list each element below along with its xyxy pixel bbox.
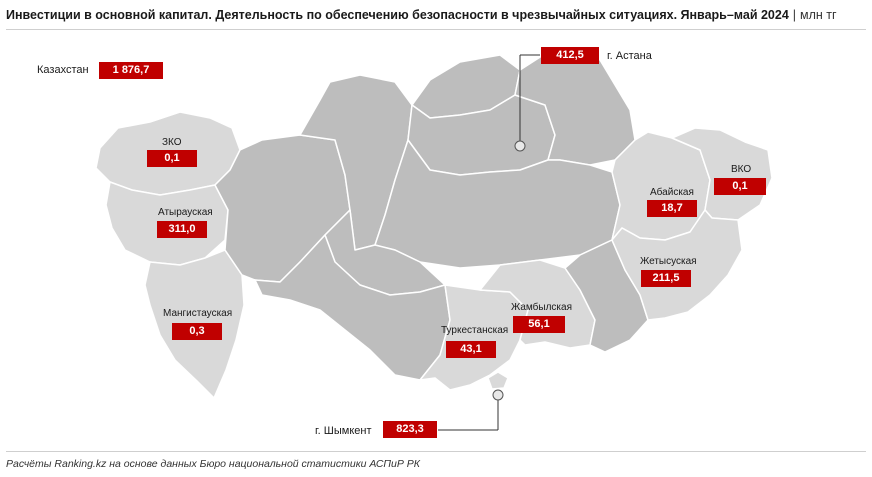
atyrau-label: Атырауская	[158, 207, 213, 218]
chart-title: Инвестиции в основной капитал. Деятельно…	[6, 8, 837, 22]
turkestan-value: 43,1	[446, 341, 496, 358]
vko-label: ВКО	[731, 164, 752, 175]
title-separator: |	[792, 8, 797, 22]
top-divider	[6, 29, 866, 30]
astana-value: 412,5	[541, 47, 599, 64]
shymkent-label: г. Шымкент	[315, 425, 372, 437]
region-shymkent	[487, 371, 509, 390]
vko-value: 0,1	[714, 178, 766, 195]
region-zhetysu	[611, 209, 743, 321]
shymkent-marker	[492, 389, 504, 401]
source-note: Расчёты Ranking.kz на основе данных Бюро…	[6, 458, 420, 470]
region-almaty	[564, 239, 649, 353]
atyrau-value: 311,0	[157, 221, 207, 238]
region-vko	[671, 127, 773, 221]
zhambyl-label: Жамбылская	[511, 302, 572, 313]
kazakhstan-label: Казахстан	[37, 64, 89, 76]
mangystau-value: 0,3	[172, 323, 222, 340]
title-unit: млн тг	[800, 8, 837, 22]
zhambyl-value: 56,1	[513, 316, 565, 333]
title-text: Инвестиции в основной капитал. Деятельно…	[6, 8, 789, 22]
zko-label: ЗКО	[162, 137, 182, 148]
turkestan-label: Туркестанская	[441, 325, 509, 336]
abai-value: 18,7	[647, 200, 697, 217]
kazakhstan-value: 1 876,7	[99, 62, 163, 79]
zhetysu-value: 211,5	[641, 270, 691, 287]
astana-label: г. Астана	[607, 50, 652, 62]
region-zhambyl	[479, 259, 596, 349]
abai-label: Абайская	[650, 187, 694, 198]
zhetysu-label: Жетысуская	[640, 256, 697, 267]
zko-value: 0,1	[147, 150, 197, 167]
mangystau-label: Мангистауская	[163, 308, 233, 319]
astana-marker	[514, 140, 526, 152]
shymkent-value: 823,3	[383, 421, 437, 438]
bottom-divider	[6, 451, 866, 452]
